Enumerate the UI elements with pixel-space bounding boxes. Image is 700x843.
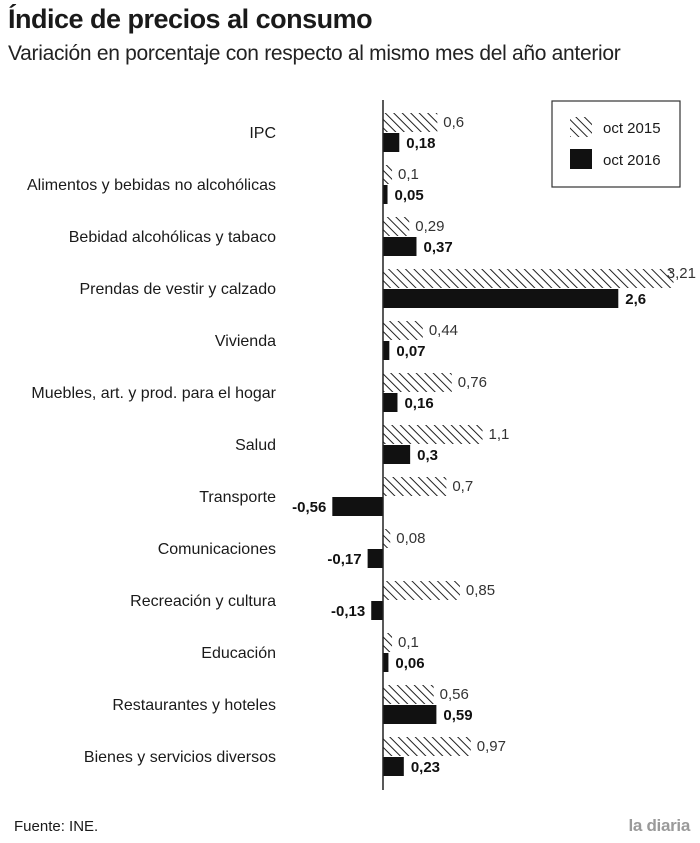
value-label-oct-2016-educacion: 0,06 (395, 655, 424, 672)
value-label-oct-2015-bebidad-alcoholicas-y-tabaco: 0,29 (415, 218, 444, 235)
value-label-oct-2016-transporte: -0,56 (292, 499, 326, 516)
legend-box (551, 100, 681, 188)
bar-oct-2016-recreacion-y-cultura (371, 601, 383, 620)
bar-oct-2016-muebles-art-y-prod-para-el-hogar (383, 393, 398, 412)
brand-logo: la diaria (628, 816, 690, 835)
bar-oct-2015-restaurantes-y-hoteles (383, 685, 434, 704)
legend-label-oct-2016: oct 2016 (603, 152, 661, 169)
value-label-oct-2016-comunicaciones: -0,17 (327, 551, 361, 568)
chart-title: Índice de precios al consumo (8, 4, 373, 34)
value-label-oct-2016-muebles-art-y-prod-para-el-hogar: 0,16 (404, 395, 433, 412)
legend-label-oct-2015: oct 2015 (603, 120, 661, 137)
category-label-salud: Salud (235, 437, 276, 454)
bar-oct-2016-ipc (383, 133, 400, 152)
bar-oct-2016-bebidad-alcoholicas-y-tabaco (383, 237, 417, 256)
value-label-oct-2016-salud: 0,3 (417, 447, 438, 464)
bar-oct-2015-educacion (383, 633, 393, 652)
category-label-bebidad-alcoholicas-y-tabaco: Bebidad alcohólicas y tabaco (69, 229, 276, 246)
category-label-comunicaciones: Comunicaciones (158, 541, 276, 558)
source-note: Fuente: INE. (14, 818, 99, 835)
value-label-oct-2015-educacion: 0,1 (398, 634, 419, 651)
value-label-oct-2016-recreacion-y-cultura: -0,13 (331, 603, 365, 620)
bar-oct-2016-educacion (383, 653, 389, 672)
category-label-vivienda: Vivienda (215, 333, 276, 350)
category-label-bienes-y-servicios-diversos: Bienes y servicios diversos (84, 749, 276, 766)
value-label-oct-2015-ipc: 0,6 (443, 114, 464, 131)
value-label-oct-2015-vivienda: 0,44 (429, 322, 458, 339)
legend-swatch-oct-2015 (570, 117, 592, 137)
value-label-oct-2016-alimentos-y-bebidas-no-alcoholicas: 0,05 (395, 187, 424, 204)
value-label-oct-2016-vivienda: 0,07 (396, 343, 425, 360)
value-label-oct-2015-recreacion-y-cultura: 0,85 (466, 582, 495, 599)
category-label-educacion: Educación (201, 645, 276, 662)
bar-oct-2016-prendas-de-vestir-y-calzado (383, 289, 619, 308)
value-label-oct-2015-alimentos-y-bebidas-no-alcoholicas: 0,1 (398, 166, 419, 183)
bar-oct-2016-comunicaciones (367, 549, 383, 568)
bar-oct-2016-transporte (332, 497, 383, 516)
value-label-oct-2015-comunicaciones: 0,08 (396, 530, 425, 547)
legend-swatch-oct-2016 (570, 149, 592, 169)
chart-subtitle: Variación en porcentaje con respecto al … (8, 42, 621, 65)
bar-oct-2015-recreacion-y-cultura (383, 581, 460, 600)
bar-oct-2015-bebidad-alcoholicas-y-tabaco (383, 217, 410, 236)
value-label-oct-2016-ipc: 0,18 (406, 135, 435, 152)
category-label-ipc: IPC (249, 125, 276, 142)
value-label-oct-2015-salud: 1,1 (489, 426, 510, 443)
value-label-oct-2016-restaurantes-y-hoteles: 0,59 (443, 707, 472, 724)
bar-oct-2016-bienes-y-servicios-diversos (383, 757, 404, 776)
bar-oct-2015-prendas-de-vestir-y-calzado (383, 269, 674, 288)
value-label-oct-2015-transporte: 0,7 (452, 478, 473, 495)
bar-oct-2016-alimentos-y-bebidas-no-alcoholicas (383, 185, 388, 204)
bar-oct-2015-vivienda (383, 321, 423, 340)
value-label-oct-2015-muebles-art-y-prod-para-el-hogar: 0,76 (458, 374, 487, 391)
value-label-oct-2016-bebidad-alcoholicas-y-tabaco: 0,37 (423, 239, 452, 256)
value-label-oct-2016-prendas-de-vestir-y-calzado: 2,6 (625, 291, 646, 308)
value-label-oct-2015-bienes-y-servicios-diversos: 0,97 (477, 738, 506, 755)
bars-layer: IPC 0,6 0,18 Alimentos y bebidas no alcohól… (27, 113, 696, 776)
category-label-restaurantes-y-hoteles: Restaurantes y hoteles (112, 697, 276, 714)
bar-oct-2016-restaurantes-y-hoteles (383, 705, 437, 724)
category-label-alimentos-y-bebidas-no-alcoholicas: Alimentos y bebidas no alcohólicas (27, 177, 276, 194)
legend: oct 2015 oct 2016 (551, 100, 681, 188)
bar-oct-2016-vivienda (383, 341, 390, 360)
bar-oct-2016-salud (383, 445, 411, 464)
category-label-recreacion-y-cultura: Recreación y cultura (130, 593, 276, 610)
value-label-oct-2015-restaurantes-y-hoteles: 0,56 (440, 686, 469, 703)
bar-oct-2015-bienes-y-servicios-diversos (383, 737, 471, 756)
bar-oct-2015-ipc (383, 113, 438, 132)
category-label-prendas-de-vestir-y-calzado: Prendas de vestir y calzado (79, 281, 276, 298)
bar-oct-2015-comunicaciones (383, 529, 391, 548)
category-label-muebles-art-y-prod-para-el-hogar: Muebles, art. y prod. para el hogar (31, 385, 276, 402)
bar-oct-2015-alimentos-y-bebidas-no-alcoholicas (383, 165, 393, 184)
bar-oct-2015-muebles-art-y-prod-para-el-hogar (383, 373, 452, 392)
bar-oct-2015-salud (383, 425, 483, 444)
bar-oct-2015-transporte (383, 477, 447, 496)
value-label-oct-2015-prendas-de-vestir-y-calzado: 3,21 (667, 265, 696, 282)
category-label-transporte: Transporte (199, 489, 276, 506)
value-label-oct-2016-bienes-y-servicios-diversos: 0,23 (411, 759, 440, 776)
